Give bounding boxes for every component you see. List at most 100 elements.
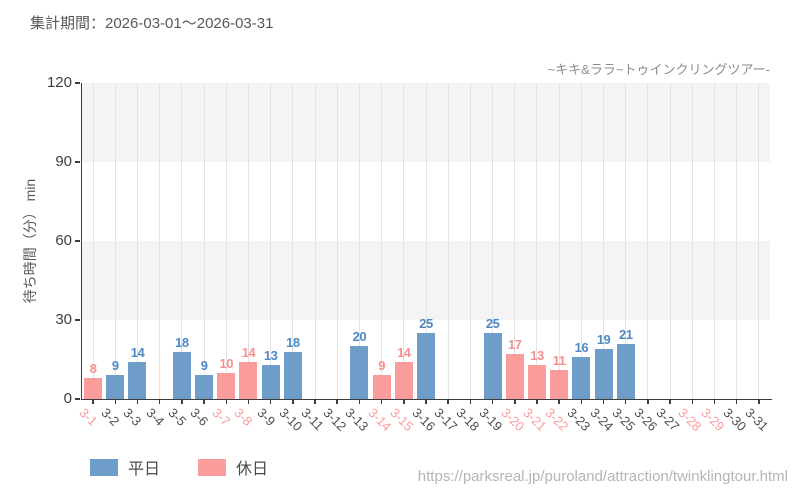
- x-tick-mark: [225, 399, 227, 404]
- gridline: [625, 83, 627, 399]
- x-tick-label: 3-15: [387, 405, 417, 435]
- x-tick-mark: [447, 399, 449, 404]
- x-tick-label: 3-27: [653, 405, 683, 435]
- x-tick-label: 3-8: [231, 405, 256, 429]
- bar-value-label: 16: [574, 339, 589, 355]
- bar: [261, 364, 280, 399]
- bar: [527, 364, 546, 399]
- x-tick-mark: [735, 399, 738, 404]
- gridline: [270, 83, 272, 399]
- x-tick-label: 3-16: [409, 405, 439, 435]
- gridline: [691, 83, 693, 399]
- bar-value-label: 17: [508, 337, 522, 353]
- gridline: [536, 83, 538, 399]
- bar: [217, 372, 236, 399]
- bar-value-label: 9: [378, 358, 385, 374]
- attraction-subtitle: ~キキ&ララ~トゥインクリングツアー-: [547, 62, 770, 77]
- bar: [350, 346, 369, 399]
- gridline: [580, 83, 582, 399]
- legend-label-weekday: 平日: [128, 461, 161, 478]
- x-tick-mark: [358, 399, 361, 404]
- x-tick-mark: [92, 399, 94, 404]
- gridline: [92, 83, 94, 399]
- x-tick-mark: [602, 399, 605, 404]
- x-tick-label: 3-14: [365, 405, 395, 435]
- bar-value-label: 13: [263, 347, 278, 363]
- x-tick-mark: [114, 399, 117, 404]
- bar: [572, 356, 591, 399]
- bar-value-label: 14: [130, 345, 145, 361]
- bar: [283, 351, 302, 399]
- gridline: [114, 83, 116, 399]
- gridline: [292, 83, 294, 399]
- x-tick-label: 3-28: [675, 405, 705, 435]
- gridline: [647, 83, 649, 399]
- x-tick-mark: [269, 399, 272, 404]
- bar-value-label: 10: [219, 355, 234, 371]
- x-tick-mark: [403, 399, 405, 404]
- bar-value-label: 11: [552, 353, 566, 369]
- x-tick-label: 3-30: [720, 405, 750, 435]
- x-tick-mark: [624, 399, 627, 404]
- x-tick-mark: [469, 399, 472, 404]
- gridline: [247, 83, 249, 399]
- x-tick-label: 3-26: [631, 405, 661, 435]
- x-tick-label: 3-5: [165, 405, 190, 429]
- y-tick-label: 120: [46, 74, 72, 91]
- x-tick-label: 3-4: [143, 405, 167, 429]
- y-tick-mark: [75, 82, 80, 84]
- bar-value-label: 20: [352, 329, 367, 345]
- x-tick-mark: [314, 399, 316, 404]
- x-tick-label: 3-7: [209, 405, 234, 429]
- x-tick-mark: [514, 399, 516, 404]
- gridline: [603, 83, 605, 399]
- x-tick-label: 3-21: [520, 405, 550, 435]
- bar: [372, 375, 391, 399]
- bar-value-label: 13: [530, 347, 544, 363]
- x-tick-label: 3-9: [254, 405, 278, 429]
- x-tick-mark: [247, 399, 250, 404]
- x-tick-label: 3-10: [276, 405, 306, 435]
- gridline: [159, 83, 161, 399]
- x-tick-mark: [758, 399, 760, 404]
- y-tick-label: 30: [55, 311, 72, 328]
- x-tick-label: 3-2: [98, 405, 123, 429]
- x-tick-mark: [336, 399, 338, 404]
- gridline: [181, 83, 183, 399]
- x-tick-label: 3-24: [586, 405, 616, 435]
- bar: [417, 333, 435, 399]
- y-tick-label: 60: [55, 232, 72, 249]
- y-tick-label: 90: [55, 153, 72, 170]
- bar: [106, 375, 125, 399]
- source-url: https://parksreal.jp/puroland/attraction…: [417, 468, 788, 485]
- x-tick-mark: [136, 399, 139, 404]
- gridline: [203, 83, 205, 399]
- x-tick-label: 3-22: [542, 405, 572, 435]
- x-tick-label: 3-20: [498, 405, 528, 435]
- bar: [594, 348, 613, 399]
- gridline: [669, 83, 671, 399]
- x-tick-mark: [580, 399, 583, 404]
- x-tick-label: 3-3: [120, 405, 145, 429]
- gridline: [736, 83, 738, 399]
- x-tick-label: 3-6: [187, 405, 212, 429]
- plot-area: 8 9 14 18 9 10 14 13 18 20 9 14 25 25 17 13 11 16 19 21: [82, 83, 770, 399]
- x-tick-label: 3-13: [342, 405, 372, 435]
- legend-item-holiday: 休日: [198, 455, 268, 479]
- gridline: [381, 83, 383, 399]
- bar: [505, 354, 524, 399]
- y-tick-mark: [75, 161, 80, 163]
- x-tick-label: 3-29: [697, 405, 727, 435]
- bar-value-label: 21: [619, 326, 633, 342]
- x-tick-mark: [558, 399, 560, 404]
- x-tick-mark: [669, 399, 671, 404]
- bar: [483, 333, 502, 399]
- gridline: [136, 83, 138, 399]
- bar-value-label: 8: [89, 360, 97, 376]
- x-tick-label: 3-1: [76, 405, 101, 429]
- y-tick-mark: [75, 319, 80, 321]
- x-tick-mark: [491, 399, 494, 404]
- x-tick-mark: [691, 399, 694, 404]
- x-tick-label: 3-25: [609, 405, 639, 435]
